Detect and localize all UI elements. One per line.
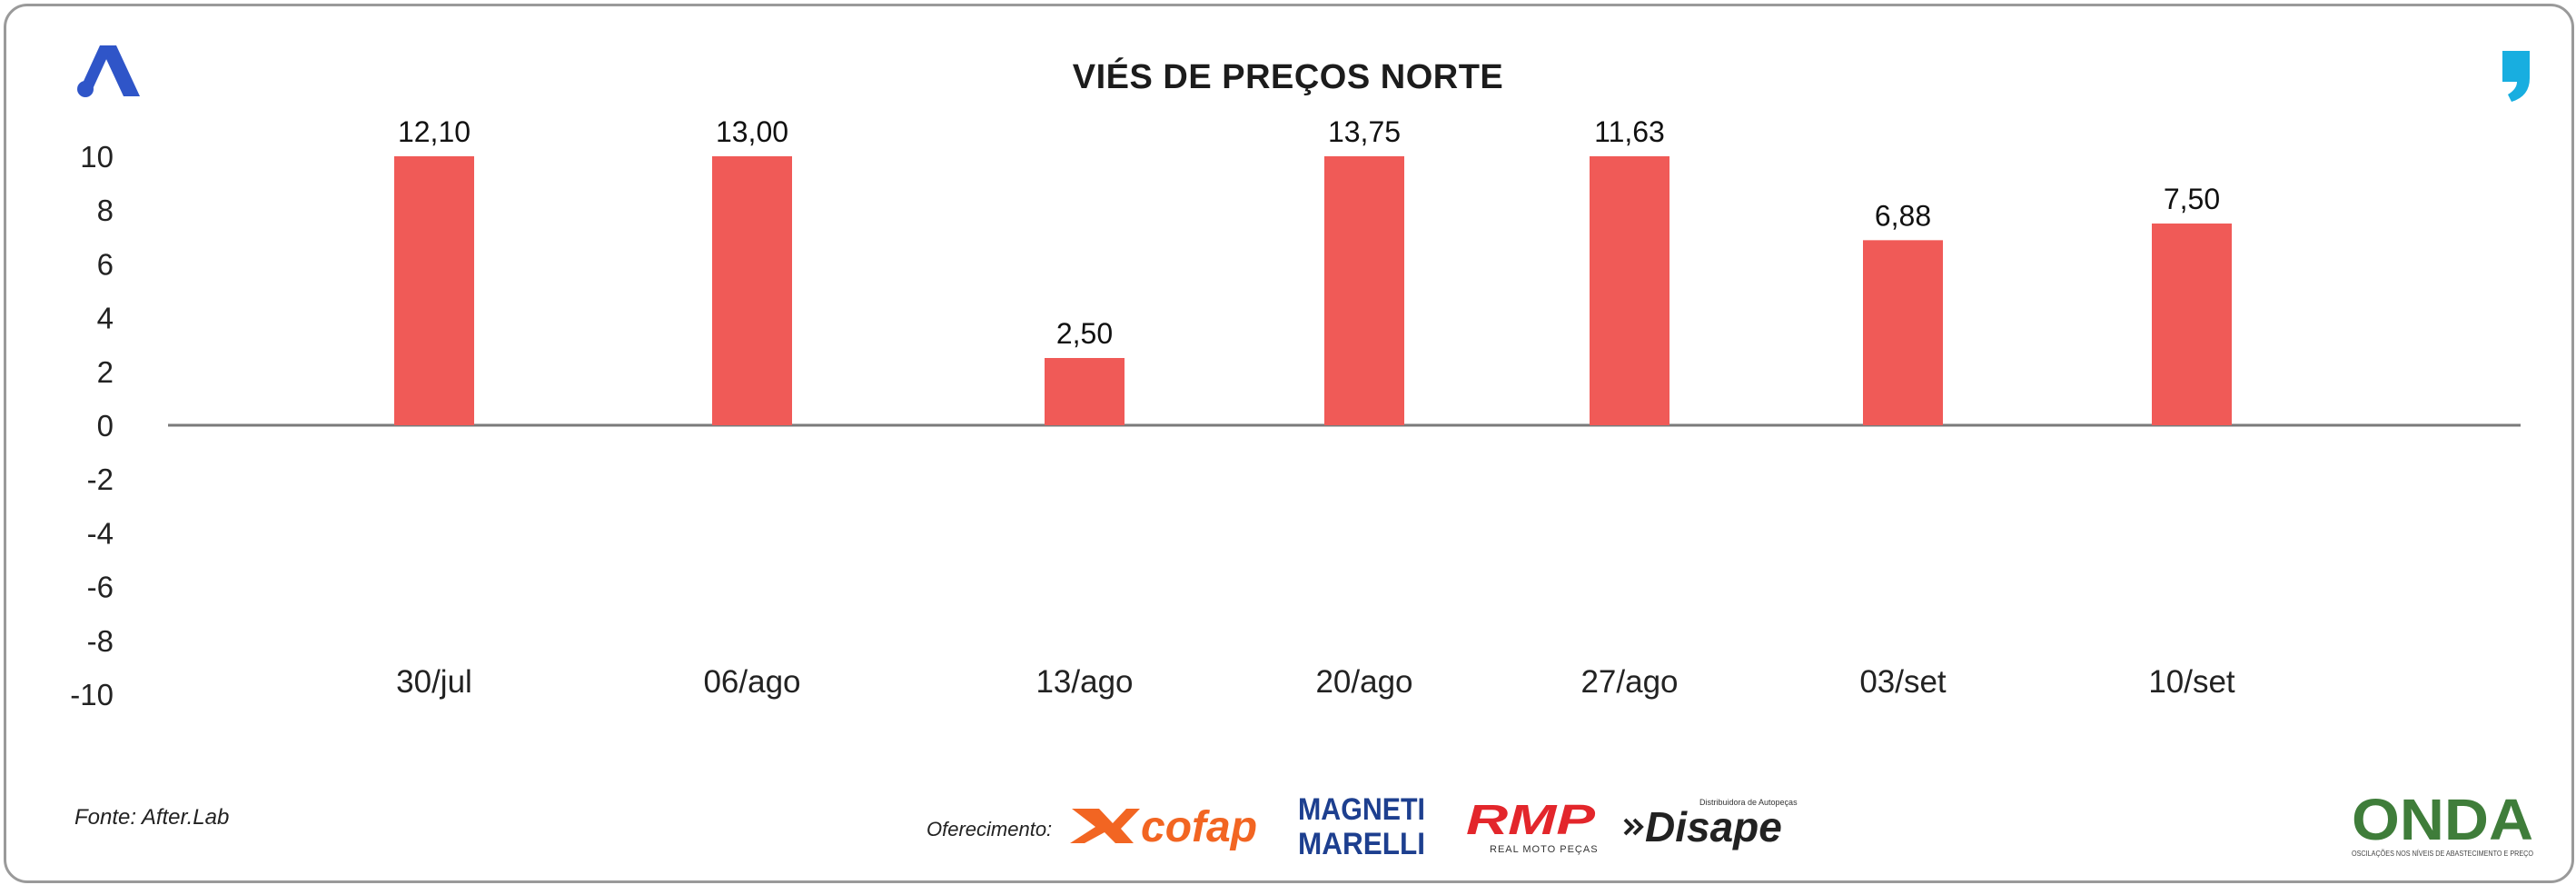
data-label: 6,88 (1875, 199, 1931, 232)
x-tick-label: 20/ago (1315, 664, 1412, 700)
y-tick-label: 4 (97, 302, 114, 335)
y-tick-label: -2 (87, 462, 114, 496)
cofap-wordmark: cofap (1141, 803, 1257, 851)
x-axis-categories: 30/jul 06/ago 13/ago 20/ago 27/ago 03/set 10/s… (396, 664, 2235, 700)
disape-wordmark: Disape (1645, 803, 1782, 850)
y-tick-label: 8 (97, 194, 114, 227)
bar-20/ago (1324, 156, 1404, 425)
x-tick-label: 06/ago (703, 664, 800, 700)
data-label: 2,50 (1056, 317, 1113, 350)
disape-logo: Distribuidora de Autopeças Disape (1623, 798, 1798, 850)
data-label: 13,00 (716, 115, 788, 148)
rmp-logo: RMP REAL MOTO PEÇAS (1466, 796, 1599, 855)
bar-30/jul (394, 156, 474, 425)
onda-logo: ONDA OSCILAÇÕES NOS NÍVEIS DE ABASTECIME… (2352, 787, 2533, 858)
bar-13/ago (1045, 358, 1125, 425)
y-tick-label: 10 (80, 140, 114, 174)
bar-series (394, 156, 2232, 425)
x-tick-label: 03/set (1859, 664, 1947, 700)
onda-wordmark: ONDA (2352, 787, 2533, 852)
sponsor-label: Oferecimento: (926, 818, 1053, 840)
y-tick-label: -6 (87, 571, 114, 604)
brand-a-icon (77, 45, 140, 97)
chart-frame (4, 4, 2574, 883)
onda-subtitle: OSCILAÇÕES NOS NÍVEIS DE ABASTECIMENTO E… (2352, 850, 2533, 858)
bar-06/ago (712, 156, 792, 425)
marelli-wordmark: MARELLI (1298, 827, 1425, 860)
data-labels: 12,10 13,00 2,50 13,75 11,63 6,88 7,50 (398, 115, 2220, 350)
bar-03/set (1863, 240, 1943, 425)
y-tick-label: -4 (87, 516, 114, 550)
data-label: 11,63 (1594, 115, 1665, 148)
rmp-subtitle: REAL MOTO PEÇAS (1490, 844, 1599, 855)
quote-icon (2502, 51, 2530, 102)
chart-title: VIÉS DE PREÇOS NORTE (1072, 58, 1504, 96)
rmp-wordmark: RMP (1466, 796, 1595, 843)
y-tick-label: 6 (97, 247, 114, 281)
data-label: 13,75 (1328, 115, 1401, 148)
data-label: 12,10 (398, 115, 471, 148)
y-tick-label: 0 (97, 409, 114, 442)
bar-10/set (2152, 224, 2232, 425)
magneti-wordmark: MAGNETI (1298, 792, 1425, 827)
data-label: 7,50 (2164, 183, 2220, 215)
x-tick-label: 27/ago (1580, 664, 1678, 700)
x-tick-label: 30/jul (396, 664, 472, 700)
source-note: Fonte: After.Lab (74, 805, 230, 830)
magneti-marelli-logo: MAGNETI MARELLI (1298, 792, 1425, 860)
y-tick-label: -10 (70, 678, 114, 711)
y-axis: 10 8 6 4 2 0 -2 -4 -6 -8 -10 (70, 140, 114, 711)
disape-subtitle: Distribuidora de Autopeças (1699, 798, 1798, 807)
y-tick-label: 2 (97, 355, 114, 389)
cofap-logo: cofap (1070, 803, 1257, 851)
y-tick-label: -8 (87, 624, 114, 658)
bar-27/ago (1590, 156, 1669, 425)
x-tick-label: 10/set (2148, 664, 2235, 700)
x-tick-label: 13/ago (1035, 664, 1133, 700)
